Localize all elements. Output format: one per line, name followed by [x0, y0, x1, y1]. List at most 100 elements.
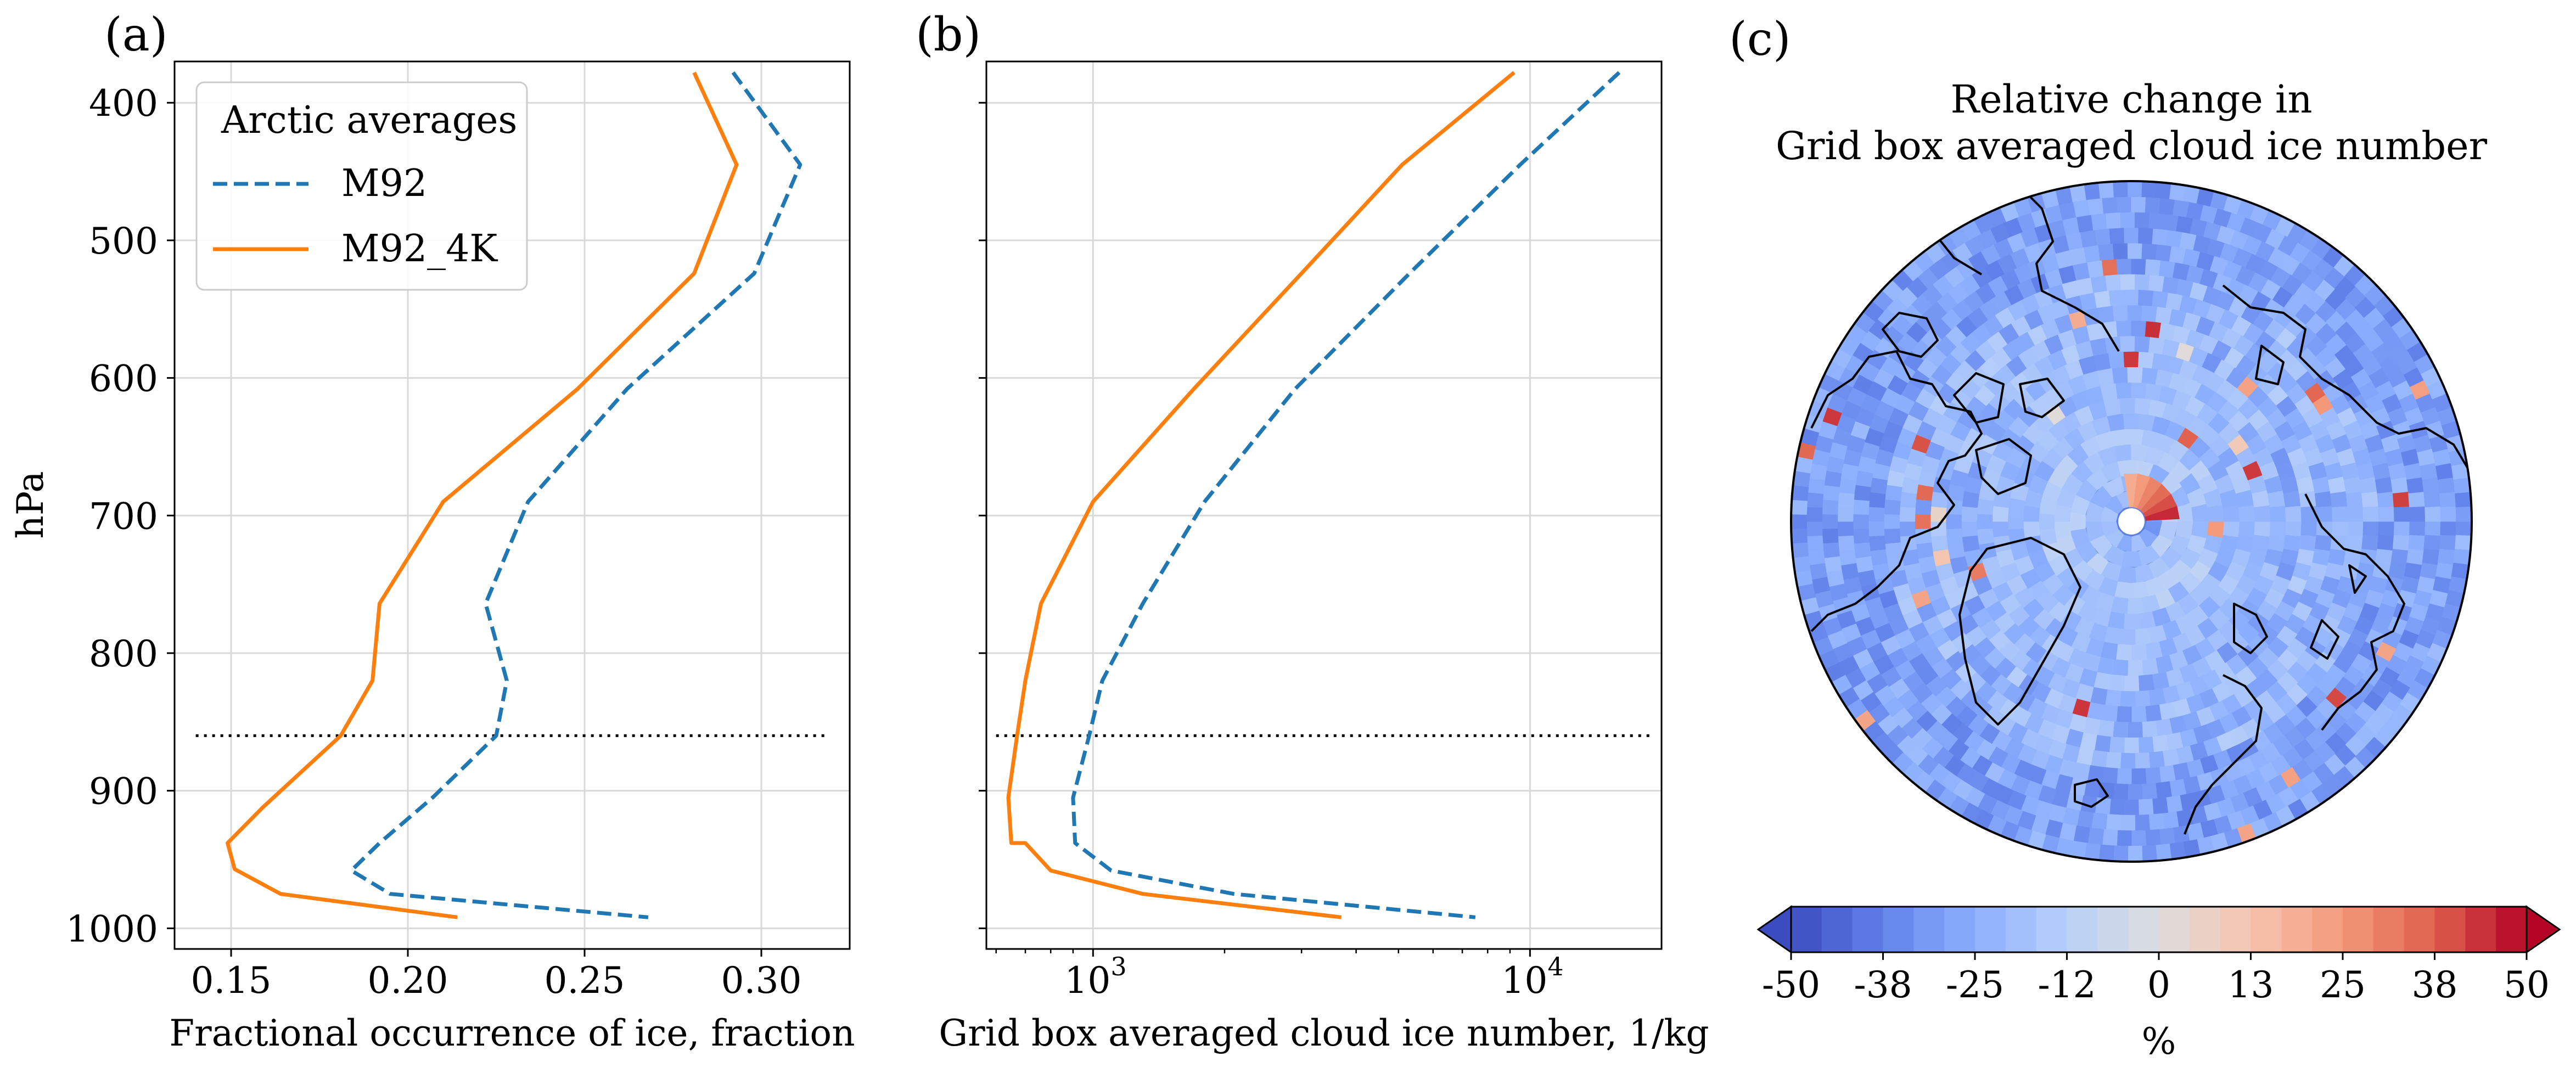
- colorbar-bin: [1791, 907, 1822, 952]
- map-cell: [2148, 813, 2165, 831]
- colorbar-bin: [1944, 907, 1976, 952]
- map-cell: [2116, 706, 2132, 723]
- map-cell: [2453, 477, 2471, 495]
- map-cell: [2119, 397, 2136, 414]
- colorbar-bin: [2159, 907, 2190, 952]
- colorbar-bin: [2281, 907, 2313, 952]
- map-cell: [1838, 477, 1856, 495]
- map-cell: [1977, 513, 1993, 530]
- map-cell: [2359, 476, 2378, 495]
- map-cell: [2408, 492, 2426, 508]
- map-cell: [2420, 463, 2438, 480]
- map-cell: [2145, 196, 2161, 214]
- colorbar-bin: [2189, 907, 2221, 952]
- map-cell: [1822, 542, 1840, 558]
- map-cell: [2131, 320, 2147, 337]
- map-cell: [1808, 548, 1826, 565]
- map-cell: [2362, 521, 2379, 537]
- map-cell: [2155, 244, 2172, 262]
- map-cell: [1884, 484, 1902, 501]
- colorbar-tick-label: -12: [2038, 964, 2096, 1006]
- map-cell: [1837, 535, 1855, 551]
- map-title-line2: Grid box averaged cloud ice number: [1776, 123, 2488, 168]
- colorbar-bin: [2373, 907, 2405, 952]
- map-cell: [1883, 513, 1900, 530]
- map-cell: [2113, 845, 2129, 862]
- map-cell: [2116, 830, 2132, 847]
- colorbar-bin: [2220, 907, 2252, 952]
- map-cell: [2148, 751, 2165, 769]
- map-cell: [2392, 535, 2410, 552]
- map-cell: [2119, 335, 2136, 352]
- map-cell: [1961, 521, 1978, 537]
- map-cell: [2112, 366, 2129, 384]
- map-cell: [2345, 535, 2364, 552]
- map-cell: [1822, 514, 1838, 529]
- colorbar-tick-label: 13: [2228, 964, 2274, 1006]
- map-cell: [2145, 829, 2161, 846]
- map-cell: [2094, 734, 2111, 753]
- map-cell: [2162, 213, 2179, 232]
- map-cell: [2392, 491, 2410, 508]
- map-cell: [2084, 842, 2101, 861]
- x-tick-label: 0.15: [191, 959, 272, 1002]
- colorbar-bin: [1975, 907, 2006, 952]
- map-cell: [2123, 289, 2140, 306]
- map-cell: [2148, 688, 2166, 706]
- map-cell: [2330, 491, 2348, 508]
- map-cell: [2393, 506, 2410, 522]
- map-cell: [2094, 228, 2111, 246]
- map-cell: [2123, 676, 2140, 692]
- map-cell: [2285, 505, 2302, 522]
- map-cell: [2455, 521, 2472, 537]
- map-cell: [2314, 535, 2332, 552]
- map-cell: [2406, 477, 2425, 495]
- map-cell: [1945, 528, 1963, 544]
- x-tick-label: 0.20: [368, 959, 448, 1002]
- map-cell: [2115, 381, 2132, 399]
- map-cell: [2423, 492, 2441, 508]
- colorbar-bin: [2434, 907, 2466, 952]
- map-cell: [2269, 521, 2287, 537]
- map-cell: [1915, 513, 1931, 530]
- map-cell: [2165, 795, 2183, 813]
- map-cell: [1883, 499, 1901, 515]
- map-cell: [2039, 513, 2055, 530]
- map-cell: [2134, 273, 2151, 291]
- map-cell: [1976, 528, 1994, 545]
- map-cell: [2158, 827, 2175, 845]
- map-cell: [2098, 243, 2114, 261]
- map-cell: [2023, 505, 2040, 522]
- map-cell: [2404, 463, 2423, 480]
- map-cell: [2134, 628, 2152, 645]
- map-cell: [1791, 514, 1807, 529]
- colorbar-tick-label: -50: [1762, 964, 1820, 1006]
- y-axis-label-a: hPa: [9, 471, 52, 538]
- map-cell: [2127, 784, 2143, 800]
- map-cell: [2087, 827, 2104, 845]
- map-cell: [2435, 463, 2454, 480]
- map-cell: [1821, 499, 1839, 515]
- map-cell: [1899, 491, 1917, 508]
- map-cell: [2120, 211, 2136, 228]
- map-cell: [2299, 535, 2317, 552]
- panel-letter-c: (c): [1729, 12, 1791, 66]
- y-tick-label: 600: [89, 358, 158, 400]
- map-cell: [2254, 505, 2271, 522]
- colorbar-bin: [1913, 907, 1945, 952]
- map-cell: [2105, 814, 2122, 831]
- map-cell-warm: [2133, 473, 2151, 509]
- map-cell: [2141, 845, 2157, 862]
- map-cell: [2131, 644, 2147, 661]
- map-cell: [2138, 351, 2155, 369]
- map-cell: [2109, 799, 2125, 816]
- map-cell: [2119, 690, 2136, 707]
- map-cell: [2096, 367, 2115, 386]
- map-cell: [2152, 797, 2169, 815]
- map-cell: [2347, 521, 2364, 537]
- map-cell: [2007, 513, 2024, 530]
- colorbar-bin: [2251, 907, 2282, 952]
- map-cell-warm: [2140, 484, 2171, 514]
- map-cell: [2138, 227, 2154, 244]
